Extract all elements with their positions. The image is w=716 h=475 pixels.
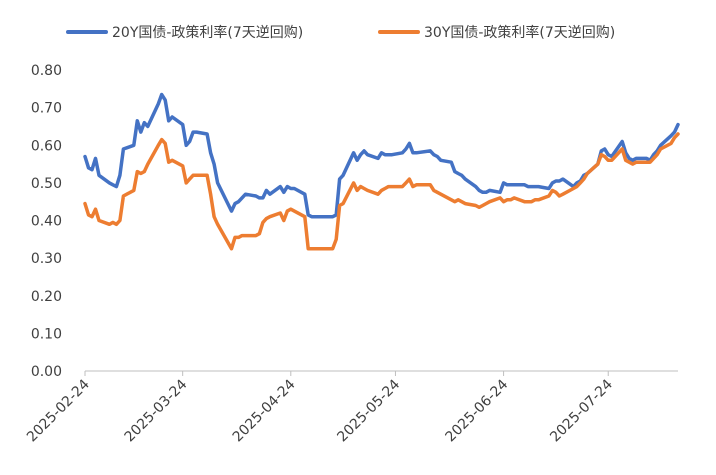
- y-axis-tick-labels: 0.00 0.10 0.20 0.30 0.40 0.50 0.60 0.70 0.80: [31, 63, 62, 380]
- x-tick-label: 2025-05-24: [334, 376, 403, 445]
- y-tick-label: 0.40: [31, 214, 62, 230]
- y-tick-label: 0.80: [31, 63, 62, 79]
- series-layer: [83, 92, 680, 251]
- x-tick-label: 2025-04-24: [230, 376, 299, 445]
- series-line-30y: [83, 132, 680, 251]
- y-tick-label: 0.30: [31, 251, 62, 267]
- legend-label: 20Y国债-政策利率(7天逆回购): [112, 24, 303, 41]
- y-tick-label: 0.20: [31, 289, 62, 305]
- x-tick-label: 2025-07-24: [547, 376, 616, 445]
- x-tick-label: 2025-02-24: [24, 376, 93, 445]
- x-tick-label: 2025-06-24: [443, 376, 512, 445]
- y-tick-label: 0.00: [31, 364, 62, 380]
- series-line-20y: [83, 92, 680, 219]
- legend-label: 30Y国债-政策利率(7天逆回购): [424, 24, 615, 41]
- y-tick-label: 0.70: [31, 101, 62, 117]
- legend: 20Y国债-政策利率(7天逆回购) 30Y国债-政策利率(7天逆回购): [66, 24, 615, 41]
- x-tick-label: 2025-03-24: [122, 376, 191, 445]
- x-axis: 2025-02-24 2025-03-24 2025-04-24 2025-05-24…: [24, 370, 678, 445]
- y-tick-label: 0.50: [31, 176, 62, 192]
- y-tick-label: 0.60: [31, 138, 62, 154]
- y-tick-label: 0.10: [31, 326, 62, 342]
